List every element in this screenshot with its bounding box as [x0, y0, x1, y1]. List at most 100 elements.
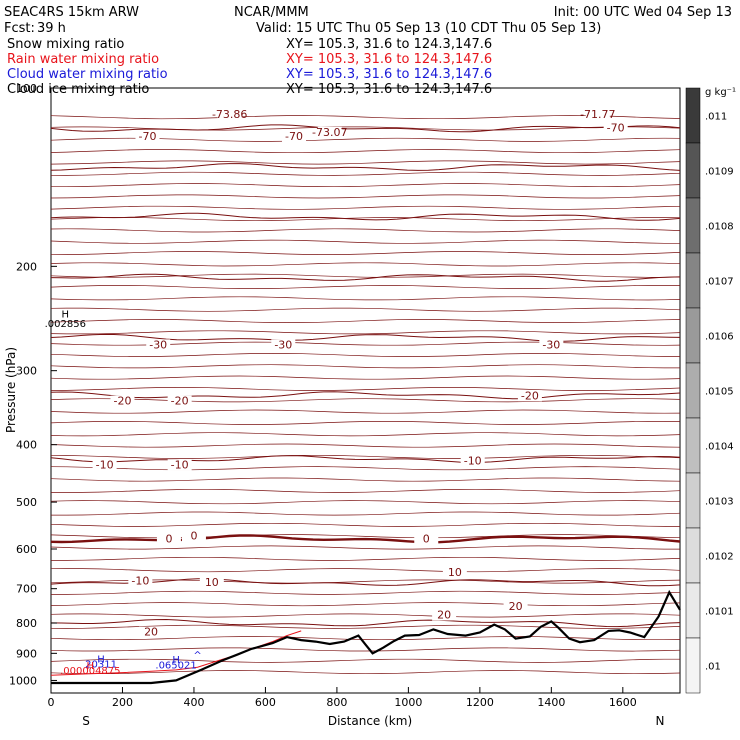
- x-tick-label: 200: [112, 696, 133, 709]
- extremum-marker: H: [97, 654, 105, 665]
- isotherm-minus-10: [50, 455, 681, 464]
- isotherm-line: [50, 421, 681, 425]
- isotherm-line: [50, 636, 681, 641]
- isotherm-line: [50, 398, 681, 403]
- contour-label: -30: [542, 338, 560, 351]
- isotherm-line: [50, 217, 681, 222]
- contour-label-bg: [156, 533, 181, 545]
- extremum-marker: H: [87, 661, 95, 672]
- contour-label: 20: [437, 609, 451, 622]
- isotherm-line: [50, 488, 681, 493]
- colorbar-unit: g kg⁻¹: [705, 87, 736, 98]
- valid-time: Valid: 15 UTC Thu 05 Sep 13 (10 CDT Thu …: [256, 21, 601, 36]
- isotherm-minus-30: [50, 333, 681, 342]
- field-xy-snow: XY= 105.3, 31.6 to 124.3,147.6: [286, 37, 492, 52]
- x-tick-label: 1200: [466, 696, 494, 709]
- isotherm-line: [50, 466, 681, 471]
- forecast-hours: 39 h: [37, 21, 66, 36]
- colorbar-swatch: [685, 582, 701, 639]
- contour-label: -70: [139, 130, 157, 143]
- field-xy-cloud-water: XY= 105.3, 31.6 to 124.3,147.6: [286, 67, 492, 82]
- extremum-marker: ^: [193, 650, 201, 661]
- contour-label-bg: [181, 530, 206, 542]
- colorbar-swatch: [685, 142, 701, 199]
- contour-label: 20: [144, 626, 158, 639]
- isotherm-line: [50, 432, 681, 437]
- colorbar-tick-label: .0107: [705, 277, 734, 288]
- contour-label-bg: [139, 626, 164, 638]
- isotherm-line: [50, 262, 681, 267]
- x-tick-label: 1000: [394, 696, 422, 709]
- extremum-marker: H: [62, 310, 70, 321]
- colorbar-tick-label: .01: [705, 662, 721, 673]
- isotherm-line: [50, 624, 681, 629]
- contour-label-bg: [92, 459, 117, 471]
- contour-label: -73.07: [312, 126, 347, 139]
- axis-layer: 0 200 400 600 800 1000 1200 1400 160010020030040…: [9, 82, 637, 709]
- isotherm-line: [50, 613, 681, 618]
- isotherm-line: [50, 319, 681, 323]
- colorbar: .011 .0109 .0108 .0107 .0106 .0105 .0104 .0103.…: [685, 87, 734, 694]
- contour-label: -10: [464, 454, 482, 467]
- colorbar-tick-label: .011: [705, 112, 727, 123]
- isotherm-line: [50, 454, 681, 459]
- y-tick-label: 200: [16, 260, 37, 273]
- y-tick-label: 600: [16, 543, 37, 556]
- contour-label-bg: [585, 109, 610, 121]
- isotherm-line: [50, 126, 681, 131]
- extremum-marker: H: [172, 655, 180, 666]
- contour-label: -70: [607, 122, 625, 135]
- colorbar-swatch: [685, 472, 701, 529]
- x-axis-title: Distance (km): [328, 714, 412, 728]
- colorbar-tick-label: .0108: [705, 222, 734, 233]
- extremum-marker: .000004875: [60, 666, 120, 677]
- isotherm-minus-50: [50, 212, 681, 221]
- contour-label: 20: [509, 600, 523, 613]
- contour-label-bg: [460, 455, 485, 467]
- contour-label: -10: [96, 458, 114, 471]
- field-name-cloud-ice: Cloud ice mixing ratio: [7, 82, 149, 97]
- isotherm-line: [50, 307, 681, 312]
- contour-label-bg: [135, 131, 160, 143]
- isotherm-line: [50, 341, 681, 346]
- isotherm-line: [50, 171, 681, 176]
- contour-label-bg: [539, 339, 564, 351]
- isotherm-line: [51, 511, 681, 516]
- isotherm-line: [50, 568, 681, 573]
- x-tick-label: 1600: [609, 696, 637, 709]
- y-tick-label: 400: [16, 439, 37, 452]
- isotherm-line: [50, 658, 680, 663]
- plot-layer: -70-73.86-70 -73.07-71.77-70-30 -30 -30-20-…: [45, 108, 681, 685]
- contour-label-bg: [432, 609, 457, 621]
- contour-label-bg: [317, 126, 342, 138]
- contour-label-bg: [503, 600, 528, 612]
- x-end-label-north: N: [656, 714, 665, 728]
- isotherm-line: [50, 443, 681, 448]
- y-tick-label: 700: [16, 583, 37, 596]
- isotherm-20: [50, 618, 681, 628]
- isotherm-line: [50, 251, 681, 256]
- contour-label-bg: [271, 339, 296, 351]
- x-tick-label: 1400: [537, 696, 565, 709]
- isotherm-line: [50, 194, 681, 199]
- isotherm-line: [51, 183, 681, 188]
- x-tick-label: 800: [326, 696, 347, 709]
- y-axis-title: Pressure (hPa): [4, 347, 18, 433]
- y-tick-label: 900: [16, 647, 37, 660]
- contour-label: 0: [190, 530, 197, 543]
- extremum-marker: .002856: [45, 319, 86, 330]
- isotherm-minus-60: [50, 163, 681, 171]
- isotherm-line: [50, 375, 681, 380]
- isotherm-line: [50, 239, 680, 244]
- isotherm-10: [50, 578, 681, 587]
- isotherm-line: [50, 205, 681, 210]
- contour-label-bg: [282, 131, 307, 143]
- contour-label: -71.77: [580, 108, 615, 121]
- isotherm-line: [50, 579, 681, 584]
- x-tick-label: 600: [255, 696, 276, 709]
- isotherm-minus-70: [50, 124, 681, 133]
- isotherm-minus-20: [50, 391, 681, 400]
- field-xy-cloud-ice: XY= 105.3, 31.6 to 124.3,147.6: [286, 82, 492, 97]
- model-title: SEAC4RS 15km ARW: [4, 5, 139, 20]
